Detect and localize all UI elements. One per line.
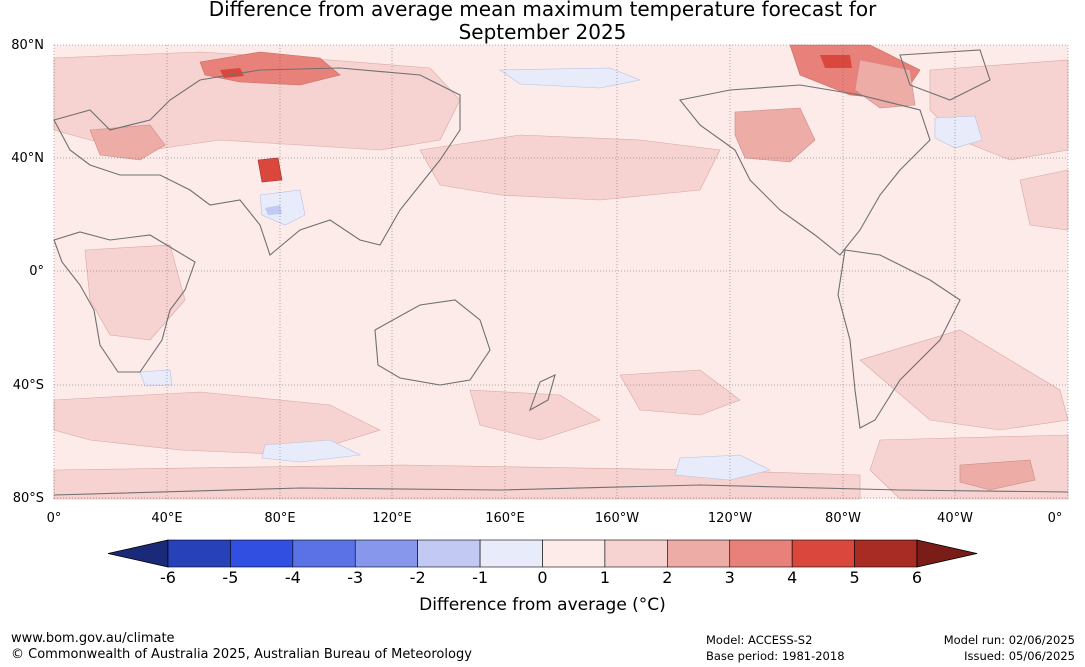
colorbar-label: Difference from average (°C) [419, 595, 666, 615]
lon-label-80w: 80°W [825, 511, 861, 526]
colorbar-swatch [479, 539, 543, 568]
colorbar-swatch [667, 539, 731, 568]
colorbar-swatch [292, 539, 356, 568]
colorbar-tick-label: -4 [284, 568, 301, 587]
footer-copyright: © Commonwealth of Australia 2025, Austra… [11, 647, 472, 662]
colorbar-tick-label: -1 [472, 568, 489, 587]
colorbar-extend-high [916, 539, 978, 568]
map-title-line-2: September 2025 [458, 20, 627, 44]
colorbar-tick-label: 2 [662, 568, 673, 587]
colorbar-swatch [604, 539, 668, 568]
lon-label-80e: 80°E [264, 511, 296, 526]
footer-model-run: Model run: 02/06/2025 [943, 633, 1075, 647]
lon-label-40w: 40°W [937, 511, 973, 526]
colorbar-tick-label: -5 [222, 568, 239, 587]
colorbar-swatch [854, 539, 918, 568]
colorbar-tick-label: -6 [160, 568, 176, 587]
colorbar-tick-label: -2 [409, 568, 426, 587]
footer-issued: Issued: 05/06/2025 [964, 649, 1075, 663]
footer-website: www.bom.gov.au/climate [11, 631, 175, 646]
map-frame [53, 44, 1069, 500]
colorbar-tick-label: 1 [599, 568, 610, 587]
colorbar-swatch [230, 539, 294, 568]
lat-label-80n: 80°N [11, 38, 44, 53]
lat-label-80s: 80°S [12, 491, 44, 506]
lon-label-40e: 40°E [151, 511, 183, 526]
cool-patches [139, 67, 983, 481]
colorbar-swatch [167, 539, 231, 568]
colorbar-swatch [354, 539, 418, 568]
coastlines [53, 49, 1069, 496]
footer-model: Model: ACCESS-S2 [706, 633, 813, 647]
lon-label-0-east: 0° [1047, 511, 1063, 526]
colorbar-tick-label: 3 [724, 568, 735, 587]
lon-label-160e: 160°E [485, 511, 525, 526]
lon-label-120e: 120°E [372, 511, 412, 526]
colorbar-tick-label: 4 [787, 568, 798, 587]
colorbar-tick-label: 5 [849, 568, 860, 587]
lat-label-40n: 40°N [11, 151, 44, 166]
footer-base-period: Base period: 1981-2018 [706, 649, 845, 663]
colorbar-swatch [417, 539, 481, 568]
colorbar-swatch [791, 539, 855, 568]
lat-label-40s: 40°S [12, 378, 44, 393]
colorbar-swatch [542, 539, 606, 568]
anomaly-patches [53, 44, 1069, 500]
lon-label-0: 0° [46, 511, 62, 526]
colorbar-swatch [729, 539, 793, 568]
colorbar-tick-label: 0 [537, 568, 548, 587]
lon-label-120w: 120°W [707, 511, 753, 526]
graticule [53, 44, 1069, 499]
lat-label-0: 0° [29, 264, 44, 279]
lon-label-160w: 160°W [594, 511, 640, 526]
colorbar-tick-label: 6 [911, 568, 923, 587]
colorbar-tick-label: -3 [347, 568, 364, 587]
map-title-line-1: Difference from average mean maximum tem… [208, 0, 877, 21]
colorbar-extend-low [107, 539, 169, 568]
